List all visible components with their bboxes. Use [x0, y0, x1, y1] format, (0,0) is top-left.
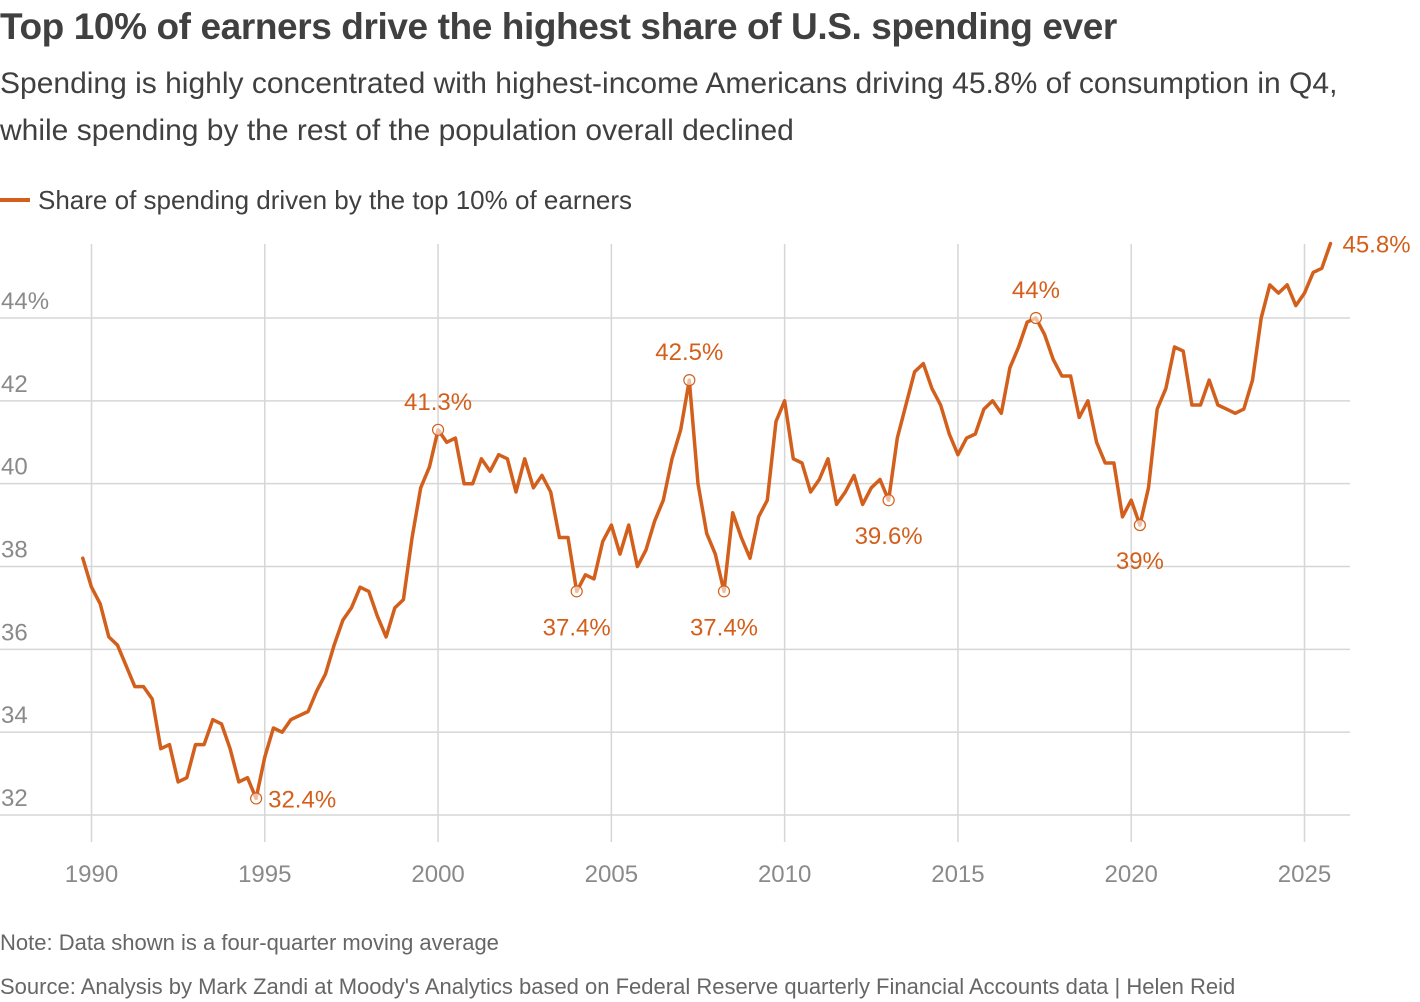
y-tick-label-38: 38 — [1, 537, 28, 564]
annotation-label-3: 42.5% — [655, 339, 723, 366]
annotation-label-0: 32.4% — [268, 786, 336, 813]
x-tick-label-2000: 2000 — [411, 861, 464, 888]
annotation-marker-2 — [570, 585, 583, 598]
annotation-label-8: 45.8% — [1342, 231, 1410, 258]
y-tick-label-42: 42 — [1, 371, 28, 398]
annotation-marker-4 — [717, 585, 731, 598]
y-tick-label-40: 40 — [1, 454, 28, 481]
y-tick-label-36: 36 — [1, 619, 28, 646]
annotation-marker-7 — [1133, 518, 1146, 532]
x-tick-label-2025: 2025 — [1278, 861, 1331, 888]
annotation-label-6: 44% — [1012, 277, 1060, 304]
y-axis-labels: 32 34 36 38 40 42 44% — [1, 288, 49, 812]
annotation-marker-5 — [882, 494, 895, 507]
x-tick-label-1995: 1995 — [238, 861, 291, 888]
annotation-label-2: 37.4% — [543, 614, 611, 641]
x-tick-label-1990: 1990 — [65, 861, 118, 888]
x-axis-labels: 1990 1995 2000 2005 2010 2015 2020 2025 — [65, 861, 1331, 888]
chart-title: Top 10% of earners drive the highest sha… — [0, 6, 1117, 47]
annotation-label-1: 41.3% — [404, 389, 472, 416]
annotation-label-5: 39.6% — [855, 523, 923, 550]
annotation-label-7: 39% — [1116, 548, 1164, 575]
legend-swatch — [0, 198, 30, 202]
line-chart: 32 34 36 38 40 42 44% 1990 1995 2000 2005 2010 2015… — [0, 231, 1411, 888]
grid-layer — [0, 244, 1350, 842]
chart-note: Note: Data shown is a four-quarter movin… — [0, 930, 499, 955]
x-tick-label-2010: 2010 — [758, 861, 811, 888]
annotation-marker-3 — [683, 374, 696, 387]
annotation-label-4: 37.4% — [690, 614, 758, 641]
annotation-marker-6 — [1029, 311, 1043, 325]
legend: Share of spending driven by the top 10% … — [0, 183, 632, 217]
x-tick-label-2020: 2020 — [1105, 861, 1158, 888]
chart-source: Source: Analysis by Mark Zandi at Moody'… — [0, 974, 1236, 999]
x-tick-label-2015: 2015 — [931, 861, 984, 888]
series-line-0 — [81, 241, 1333, 801]
y-tick-label-44: 44% — [1, 288, 49, 315]
annotation-marker-1 — [431, 423, 445, 436]
chart-subtitle: Spending is highly concentrated with hig… — [0, 67, 1338, 147]
annotation-marker-0 — [250, 792, 263, 805]
series-layer — [81, 241, 1333, 801]
legend-label: Share of spending driven by the top 10% … — [38, 184, 633, 215]
x-tick-label-2005: 2005 — [585, 861, 638, 888]
y-tick-label-32: 32 — [1, 785, 28, 812]
y-tick-label-34: 34 — [1, 702, 28, 729]
annotation-layer: 32.4% 41.3% 37.4% 42.5% 37.4% 39.6% 44% 39% 45.8… — [250, 231, 1411, 813]
